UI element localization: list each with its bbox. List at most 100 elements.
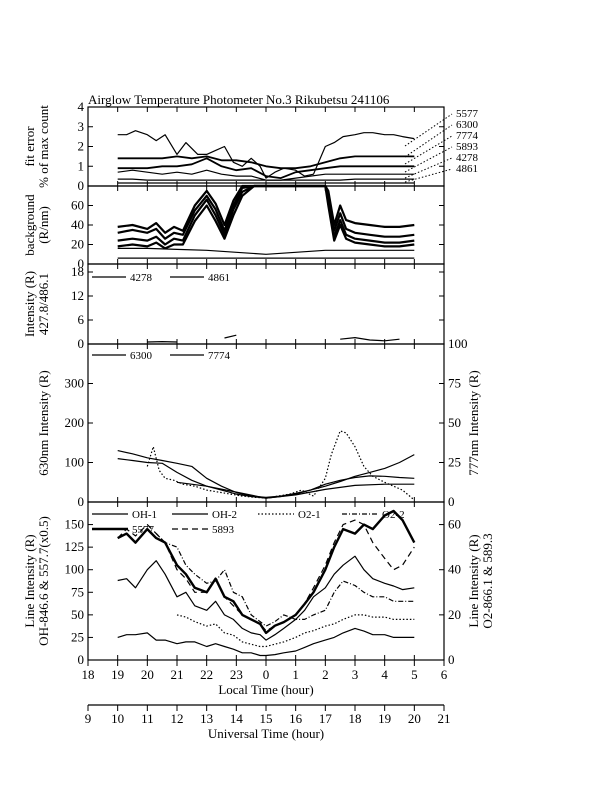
fit-error-leader	[404, 113, 453, 147]
panel-line_intensity: 0 25 50 75 100 125 150 0 20 40 60 Line Intensity (R…	[22, 501, 495, 667]
y-axis-label: (R/nm)	[36, 206, 51, 244]
panel-oxygen_intensity: 0 100 200 300 0 25 50 75 100 630nm Intensity (R) 7…	[36, 336, 481, 509]
panel-frame	[87, 343, 445, 503]
ut-x-tick-label: 19	[378, 711, 391, 726]
legend-label-OH-1: OH-1	[132, 509, 157, 521]
y-tick-label: 0	[78, 178, 85, 193]
y-tick-label: 75	[71, 584, 84, 599]
y-tick-label: 0	[78, 494, 85, 509]
ut-x-tick-label: 10	[111, 711, 124, 726]
y-right-tick-label: 20	[448, 607, 461, 622]
y-tick-label: 200	[65, 415, 85, 430]
local-x-tick-label: 18	[82, 667, 95, 682]
fit-error-label-4278: 4278	[456, 152, 479, 164]
y-tick-label: 150	[65, 517, 85, 532]
local-x-tick-label: 0	[263, 667, 270, 682]
y-tick-label: 100	[65, 562, 85, 577]
ut-x-tick-label: 18	[349, 711, 362, 726]
y-right-tick-label: 25	[448, 455, 461, 470]
y-tick-label: 300	[65, 376, 85, 391]
ut-x-tick-label: 11	[141, 711, 154, 726]
ut-x-tick-label: 9	[85, 711, 92, 726]
figure-title: Airglow Temperature Photometer No.3 Riku…	[88, 92, 390, 107]
local-x-tick-label: 2	[322, 667, 329, 682]
series-line-5577	[117, 509, 416, 635]
legend-label-7774: 7774	[208, 350, 231, 362]
panel-frame	[87, 185, 445, 265]
series-line-OH-1	[117, 627, 415, 657]
ut-x-tick-label: 20	[408, 711, 421, 726]
series-line-5893	[117, 519, 415, 632]
local-x-tick-label: 5	[411, 667, 418, 682]
series-line-OH-2	[117, 555, 415, 641]
local-x-tick-label: 19	[111, 667, 124, 682]
local-x-tick-label: 23	[230, 667, 243, 682]
ut-x-tick-label: 17	[319, 711, 333, 726]
fit-error-label-5893: 5893	[456, 141, 479, 153]
y-axis-label: OH-846.6 & 557.7(x0.5)	[36, 516, 51, 646]
y-tick-label: 20	[71, 237, 84, 252]
y-right-tick-label: 0	[448, 652, 455, 667]
local-x-tick-label: 6	[441, 667, 448, 682]
y-tick-label: 6	[78, 312, 85, 327]
fit-error-leader	[404, 135, 453, 165]
series-line-trace-3	[176, 481, 415, 499]
y-tick-label: 60	[71, 198, 84, 213]
y-axis-label: fit error	[22, 126, 37, 167]
ut-x-tick-label: 16	[289, 711, 303, 726]
y-axis-right-label: O2-866.1 & 589.3	[480, 533, 495, 628]
y-tick-label: 50	[71, 607, 84, 622]
legend-label-6300: 6300	[130, 350, 153, 362]
y-tick-label: 12	[71, 288, 84, 303]
y-tick-label: 0	[78, 652, 85, 667]
panel-background: 0 20 40 60 background (R/nm)	[22, 184, 445, 271]
y-axis-label: 427.8/486.1	[36, 273, 51, 335]
series-line-6300	[117, 155, 415, 170]
legend-label-5893: 5893	[212, 524, 235, 536]
y-tick-label: 2	[78, 139, 85, 154]
x-axes: Local Time (hour) Universal Time (hour) …	[82, 660, 451, 741]
y-axis-label: 630nm Intensity (R)	[36, 370, 51, 475]
fit-error-label-7774: 7774	[456, 130, 479, 142]
fit-error-label-4861: 4861	[456, 163, 478, 175]
universal-time-label: Universal Time (hour)	[208, 726, 324, 741]
local-x-tick-label: 20	[141, 667, 154, 682]
local-x-tick-label: 4	[381, 667, 388, 682]
legend-label-4278: 4278	[130, 272, 153, 284]
y-tick-label: 0	[78, 336, 85, 351]
series-line-trace-4	[117, 247, 415, 255]
fit-error-label-6300: 6300	[456, 119, 479, 131]
local-x-tick-label: 1	[292, 667, 299, 682]
series-line-4861	[224, 334, 237, 339]
local-x-tick-label: 3	[352, 667, 359, 682]
series-line-trace-2	[146, 430, 415, 501]
y-tick-label: 25	[71, 629, 84, 644]
y-tick-label: 0	[78, 256, 85, 271]
legend-label-5577: 5577	[132, 524, 155, 536]
y-right-tick-label: 0	[448, 494, 455, 509]
y-tick-label: 4	[78, 99, 85, 114]
y-axis-right-label: Line Intensity (R)	[466, 534, 481, 627]
local-x-tick-label: 22	[200, 667, 213, 682]
y-right-tick-label: 100	[448, 336, 468, 351]
local-time-label: Local Time (hour)	[218, 682, 313, 697]
fit-error-leader	[404, 168, 453, 183]
y-tick-label: 1	[78, 158, 85, 173]
series-line-O2-1	[176, 614, 415, 648]
y-tick-label: 40	[71, 217, 84, 232]
y-tick-label: 18	[71, 264, 84, 279]
series-line-4278	[117, 178, 415, 181]
series-line-trace-2	[340, 337, 400, 342]
ut-x-tick-label: 12	[171, 711, 184, 726]
legend-label-OH-2: OH-2	[212, 509, 237, 521]
fit-error-leader	[404, 124, 453, 158]
series-line-trace-3	[117, 184, 415, 250]
series-line-6300	[117, 450, 415, 498]
y-tick-label: 3	[78, 119, 85, 134]
ut-x-tick-label: 15	[260, 711, 273, 726]
ut-x-tick-label: 14	[230, 711, 244, 726]
ut-x-tick-label: 21	[438, 711, 451, 726]
legend-label-O2-1: O2-1	[298, 509, 321, 521]
